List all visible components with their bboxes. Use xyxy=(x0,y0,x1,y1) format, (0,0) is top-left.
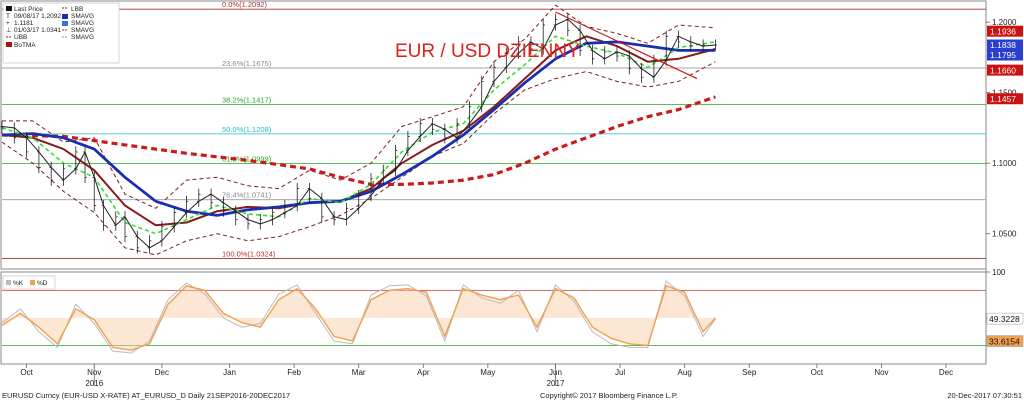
price-tag-0: 1.1936 xyxy=(990,26,1016,36)
fib-label-0: 0.0%(1.2092) xyxy=(222,0,268,9)
price-tag-bg-1 xyxy=(987,39,1023,51)
legend-ubb: UBB xyxy=(14,34,27,41)
x-tick-label-5: Mar xyxy=(352,368,366,377)
axis-layer: 1.20001.15001.10001.050010050OctNovDecJa… xyxy=(20,18,1017,388)
y-tick-label-1: 1.1500 xyxy=(992,89,1017,98)
legend-low: 01/03/17 1.0341 xyxy=(14,27,61,34)
fib-label-5: 76.4%(1.0741) xyxy=(222,191,272,200)
fib-label-3: 50.0%(1.1208) xyxy=(222,125,272,134)
series-layer xyxy=(1,4,716,256)
osc-panel-frame xyxy=(0,271,987,365)
chart-title: EUR / USD DZIENNY xyxy=(395,41,580,62)
series-ubb xyxy=(2,4,716,209)
legend-swatch-botma xyxy=(6,42,12,47)
legend-botma: BoTMA xyxy=(14,42,36,49)
osc-tag-0: 49.3228 xyxy=(989,314,1020,324)
footer-right: 20-Dec-2017 07:30:51 xyxy=(947,391,1022,400)
price-legend: Last Price T 09/08/17 1.2092 + 1.1181 ⊥ … xyxy=(2,2,120,64)
price-tag-1: 1.1838 xyxy=(990,40,1016,50)
y-tick-label-0: 1.2000 xyxy=(992,18,1017,27)
osc-legend: %K %D xyxy=(2,275,56,290)
candle-layer xyxy=(0,13,718,254)
osc-legend-d: %D xyxy=(37,280,48,287)
y-tick-label-2: 1.1000 xyxy=(992,159,1017,168)
price-legend-box xyxy=(2,2,120,64)
osc-d-area xyxy=(2,285,716,351)
price-tag-bg-0 xyxy=(987,25,1023,37)
fib-label-2: 38.2%(1.1417) xyxy=(222,95,272,104)
osc-series-d xyxy=(1,284,716,351)
series-sma-200 xyxy=(1,95,716,186)
legend-swatch-sma-long xyxy=(62,14,68,19)
x-tick-label-13: Nov xyxy=(874,368,888,377)
trendline-layer xyxy=(555,11,698,80)
osc-tag-bg-1 xyxy=(986,335,1024,347)
y-tick-label-3: 1.0500 xyxy=(992,230,1017,239)
resistance-trendline xyxy=(555,11,698,80)
x-tick-label-7: May xyxy=(480,368,495,377)
legend-last-price: Last Price xyxy=(14,6,43,13)
legend-swatch-last-price xyxy=(6,6,12,11)
x-tick-label-0: Oct xyxy=(20,368,33,377)
legend-sma-long: SMAVG xyxy=(71,13,94,20)
legend-high-marker-icon: T xyxy=(6,13,10,20)
price-tag-bg-4 xyxy=(987,93,1023,105)
legend-mid: 1.1181 xyxy=(14,20,34,27)
legend-sma-short: SMAVG xyxy=(71,34,94,41)
legend-sma-mid: SMAVG xyxy=(71,20,94,27)
legend-lbb: LBB xyxy=(71,6,83,13)
x-year-label-0: 2016 xyxy=(85,379,103,388)
x-tick-label-9: Jul xyxy=(615,368,625,377)
x-year-label-1: 2017 xyxy=(547,379,565,388)
fib-label-1: 23.6%(1.1675) xyxy=(222,59,272,68)
series-price xyxy=(1,18,716,249)
legend-low-marker-icon: ⊥ xyxy=(6,27,12,34)
x-tick-label-3: Jan xyxy=(223,368,236,377)
price-tag-bg-2 xyxy=(987,49,1023,61)
legend-mid-marker-icon: + xyxy=(6,20,10,27)
osc-tag-1: 33.6154 xyxy=(989,336,1020,346)
osc-tag-bg-0 xyxy=(986,312,1024,325)
x-tick-label-6: Apr xyxy=(417,368,430,377)
price-tag-3: 1.1660 xyxy=(990,65,1016,75)
price-tag-4: 1.1457 xyxy=(990,94,1016,104)
series-lbb xyxy=(1,61,716,256)
series-sma-short xyxy=(1,35,716,235)
x-tick-label-10: Aug xyxy=(678,368,692,377)
osc-y-tick-label-0: 100 xyxy=(992,268,1006,277)
oscillator-layer xyxy=(1,280,986,354)
x-tick-label-14: Dec xyxy=(939,368,953,377)
fibonacci-layer: 0.0%(1.2092) 23.6%(1.1675) 38.2%(1.1417) 50… xyxy=(2,0,986,259)
x-tick-label-11: Sep xyxy=(742,368,757,377)
legend-high: 09/08/17 1.2092 xyxy=(14,13,61,20)
osc-legend-box xyxy=(2,275,56,290)
fib-label-4: 61.8%(1.0999) xyxy=(222,154,272,163)
osc-legend-k: %K xyxy=(13,280,24,287)
legend-sma-200: SMAVG xyxy=(71,27,94,34)
price-tag-2: 1.1795 xyxy=(990,50,1016,60)
x-tick-label-4: Feb xyxy=(287,368,301,377)
legend-swatch-sma-mid xyxy=(62,21,68,26)
footer-center: Copyright© 2017 Bloomberg Finance L.P. xyxy=(540,391,678,400)
price-tag-bg-3 xyxy=(987,64,1023,76)
osc-legend-swatch-k xyxy=(6,280,11,285)
fib-label-6: 100.0%(1.0324) xyxy=(222,250,276,259)
osc-legend-swatch-d xyxy=(30,280,35,285)
footer-left: EURUSD Curncy (EUR-USD X-RATE) AT_EURUSD… xyxy=(2,391,290,400)
series-sma-long xyxy=(1,40,716,217)
x-tick-label-12: Oct xyxy=(811,368,824,377)
x-tick-label-2: Dec xyxy=(155,368,169,377)
